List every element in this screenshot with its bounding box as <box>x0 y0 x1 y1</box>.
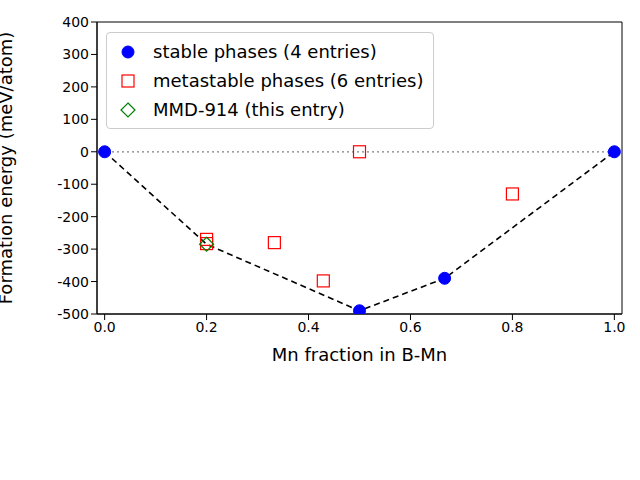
svg-text:300: 300 <box>62 46 89 62</box>
svg-text:0: 0 <box>80 144 89 160</box>
svg-text:100: 100 <box>62 111 89 127</box>
svg-text:0.2: 0.2 <box>195 319 217 335</box>
html-text:metastable phases (6 entries): metastable phases (6 entries) <box>153 70 424 91</box>
html-text:stable phases (4 entries): stable phases (4 entries) <box>153 41 377 62</box>
svg-text:-400: -400 <box>57 274 89 290</box>
svg-text:0.0: 0.0 <box>94 319 116 335</box>
svg-text:-100: -100 <box>57 176 89 192</box>
svg-text:1.0: 1.0 <box>603 319 625 335</box>
svg-text:-500: -500 <box>57 306 89 322</box>
svg-text:0.8: 0.8 <box>501 319 523 335</box>
svg-text:0.4: 0.4 <box>297 319 319 335</box>
svg-text:200: 200 <box>62 79 89 95</box>
svg-text:-300: -300 <box>57 241 89 257</box>
svg-text:Formation energy (meV/atom): Formation energy (meV/atom) <box>8 32 16 305</box>
html-text:MMD-914 (this entry): MMD-914 (this entry) <box>153 99 345 120</box>
svg-text:400: 400 <box>62 14 89 30</box>
svg-text:0.6: 0.6 <box>399 319 421 335</box>
svg-text:-200: -200 <box>57 209 89 225</box>
svg-text:Mn fraction in B-Mn: Mn fraction in B-Mn <box>272 344 447 365</box>
